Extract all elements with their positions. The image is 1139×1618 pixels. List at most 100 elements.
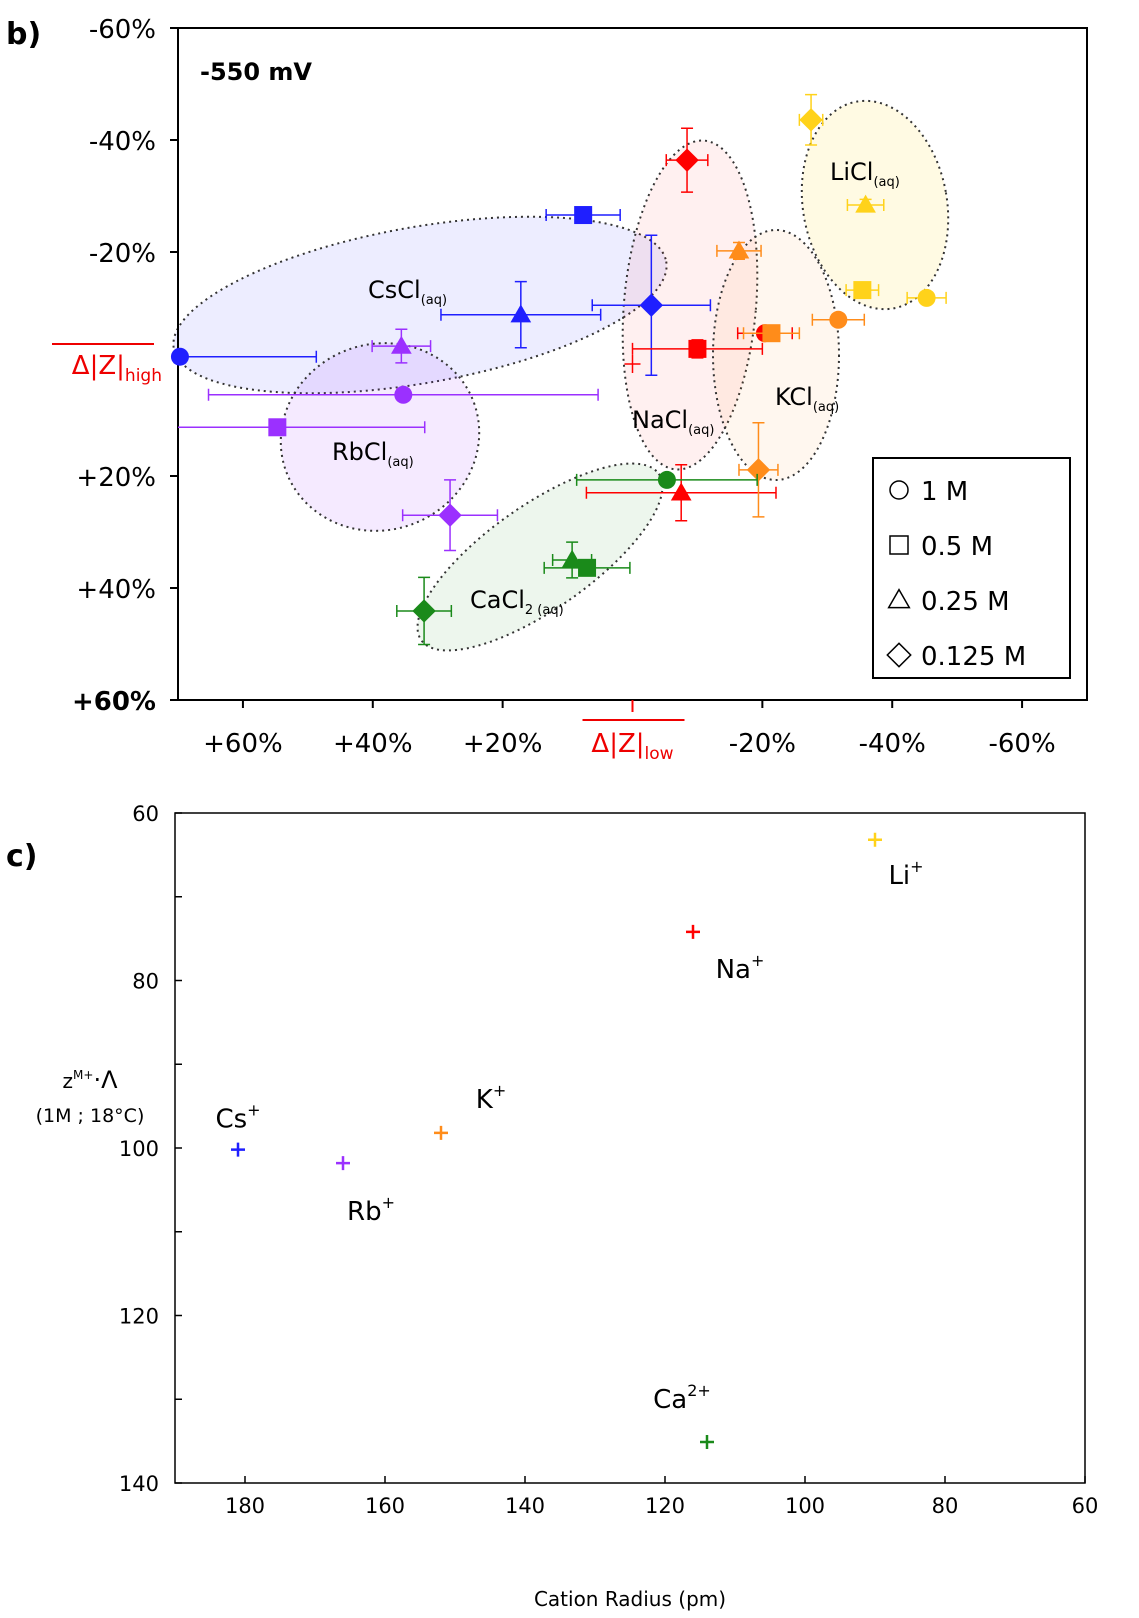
marker: [799, 108, 823, 132]
marker: [829, 310, 848, 329]
x-axis-label: Cation Radius (pm): [534, 1587, 726, 1611]
group-ellipse: [279, 342, 481, 532]
legend-marker: [889, 480, 909, 500]
y-tick-label: 80: [132, 970, 159, 994]
marker: [657, 470, 676, 489]
marker: [412, 599, 436, 623]
group-label-main: LiCl: [830, 158, 873, 186]
legend-marker: [889, 535, 909, 555]
group-label-sub: (aq): [421, 293, 447, 308]
marker: [670, 482, 692, 501]
point-label-main: Ca: [653, 1385, 687, 1415]
y-tick-label: 120: [119, 1305, 159, 1329]
y-axis-label-main: z: [63, 1069, 74, 1093]
marker: [268, 418, 287, 437]
annotation: -550 mV: [200, 58, 312, 86]
x-tick-label: -40%: [859, 729, 926, 759]
x-tick-label: 100: [785, 1494, 825, 1518]
marker: [170, 347, 189, 366]
point-label-sup: 2+: [687, 1381, 711, 1400]
group-label-sub: (aq): [387, 455, 413, 470]
x-tick-label: +60%: [203, 729, 283, 759]
point: [336, 1156, 350, 1171]
point-label: Ca2+: [653, 1381, 711, 1415]
legend-marker: [887, 588, 911, 609]
marker: [561, 549, 583, 568]
x-axis-label-sub: low: [645, 744, 674, 764]
marker: [391, 335, 412, 354]
y-tick-label: 60: [132, 802, 159, 826]
marker: [574, 206, 593, 225]
marker: [394, 385, 413, 404]
group-label-main: NaCl: [632, 406, 688, 434]
x-tick-label: +40%: [333, 729, 413, 759]
marker: [762, 324, 781, 343]
point-label: Na+: [716, 951, 765, 985]
group-label-sub: (aq): [873, 175, 899, 190]
group-label: KCl(aq): [775, 383, 839, 415]
group-ellipse: [172, 215, 668, 395]
point-label-sup: +: [751, 951, 764, 970]
legend-label: 0.25 M: [921, 587, 1010, 617]
group-label-main: KCl: [775, 383, 813, 411]
point-label: Cs+: [215, 1101, 260, 1135]
marker: [510, 304, 532, 323]
group-label: CaCl2 (aq): [470, 586, 564, 618]
marker: [639, 293, 664, 317]
point-label-main: Rb: [347, 1197, 382, 1227]
y-tick-label: 140: [119, 1472, 159, 1496]
y-axis-label-sup: M+: [73, 1068, 93, 1082]
marker: [688, 339, 707, 358]
point-label-sup: +: [910, 857, 923, 876]
y-axis-label: zM+·Λ: [63, 1066, 119, 1094]
group-label-main: CaCl: [470, 586, 525, 614]
marker: [675, 148, 699, 172]
legend-label: 1 M: [921, 477, 968, 507]
y-axis-label-sub: high: [125, 366, 162, 386]
group-ellipse: [416, 462, 664, 652]
y-tick-label: +20%: [76, 463, 156, 493]
y-axis-label-main: Δ|Z|: [72, 351, 125, 381]
y-tick-label: -60%: [89, 15, 156, 45]
group-label: LiCl(aq): [830, 158, 900, 190]
legend-marker: [886, 642, 912, 668]
x-tick-label: 140: [505, 1494, 545, 1518]
x-tick-label: +20%: [463, 729, 543, 759]
y-tick-label: 100: [119, 1137, 159, 1161]
marker: [853, 281, 872, 300]
marker: [917, 288, 936, 307]
point: [686, 924, 700, 939]
x-tick-label: 180: [225, 1494, 265, 1518]
group-label-sub: 2 (aq): [525, 603, 564, 618]
y-axis-label-2: (1M ; 18°C): [36, 1105, 145, 1127]
group-label-main: CsCl: [368, 276, 421, 304]
point-label-sup: +: [247, 1101, 260, 1120]
legend-label: 0.125 M: [921, 642, 1026, 672]
origin-marker: [624, 355, 641, 373]
x-tick-label: -20%: [729, 729, 796, 759]
plot-frame: [174, 812, 1086, 1484]
group-ellipse: [712, 229, 840, 481]
group-label-sub: (aq): [813, 400, 839, 415]
x-axis-label: Δ|Z|low: [591, 729, 673, 764]
y-tick-label: +60%: [72, 687, 156, 717]
y-axis-label-rest: ·Λ: [93, 1066, 118, 1094]
group-label-sub: (aq): [688, 423, 714, 438]
point: [868, 832, 882, 847]
marker: [438, 503, 462, 527]
point-label: Li+: [888, 857, 923, 891]
x-axis-label-main: Δ|Z|: [591, 729, 644, 759]
point: [700, 1434, 714, 1449]
group-label: CsCl(aq): [368, 276, 447, 308]
x-tick-label: -60%: [988, 729, 1055, 759]
point-label-main: Na: [716, 955, 751, 985]
legend-label: 0.5 M: [921, 532, 993, 562]
group-label-main: RbCl: [332, 438, 387, 466]
point-label-main: Li: [888, 861, 910, 891]
point-label-sup: +: [382, 1193, 395, 1212]
point-label: K+: [476, 1081, 506, 1115]
x-tick-label: 80: [932, 1494, 959, 1518]
point-label-main: K: [476, 1085, 494, 1115]
point: [231, 1142, 245, 1157]
